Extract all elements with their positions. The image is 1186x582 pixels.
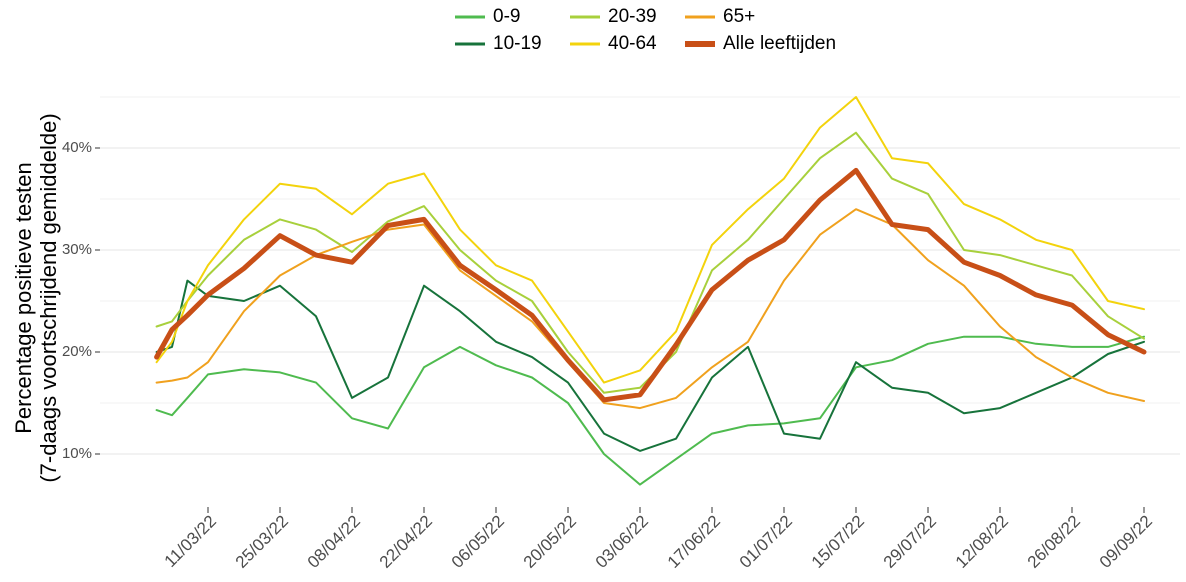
x-tick-label: 20/05/22 xyxy=(520,512,580,572)
legend-label: 10-19 xyxy=(493,33,542,54)
legend-label: Alle leeftijden xyxy=(723,33,836,54)
x-tick-label: 11/03/22 xyxy=(161,512,220,571)
x-tick-label: 03/06/22 xyxy=(592,512,652,572)
series-line xyxy=(155,279,1145,452)
y-tick-label: 20% xyxy=(62,343,92,360)
x-tick-label: 01/07/22 xyxy=(736,512,796,572)
series-line xyxy=(155,96,1145,384)
legend-label: 65+ xyxy=(723,6,755,27)
y-axis-title: Percentage positieve testen xyxy=(11,162,36,434)
series-line xyxy=(155,335,1145,486)
x-tick-label: 22/04/22 xyxy=(376,512,436,572)
y-tick-label: 40% xyxy=(62,139,92,156)
x-tick-label: 08/04/22 xyxy=(304,512,364,572)
series-line xyxy=(154,167,1147,403)
y-tick-label: 30% xyxy=(62,241,92,258)
x-tick-label: 29/07/22 xyxy=(880,512,940,572)
legend-label: 20-39 xyxy=(608,6,657,27)
x-tick-label: 17/06/22 xyxy=(664,512,724,572)
x-tick-label: 12/08/22 xyxy=(952,512,1012,572)
legend-label: 0-9 xyxy=(493,6,520,27)
series-line xyxy=(155,131,1145,394)
x-tick-label: 06/05/22 xyxy=(448,512,508,572)
y-tick-label: 10% xyxy=(62,445,92,462)
x-tick-label: 15/07/22 xyxy=(808,512,868,572)
x-tick-label: 09/09/22 xyxy=(1096,512,1156,572)
y-axis-title: (7-daags voortschrijdend gemiddelde) xyxy=(36,113,61,482)
x-tick-label: 26/08/22 xyxy=(1024,512,1084,572)
x-tick-label: 25/03/22 xyxy=(232,512,292,572)
legend-label: 40-64 xyxy=(608,33,657,54)
series-line xyxy=(155,208,1145,410)
